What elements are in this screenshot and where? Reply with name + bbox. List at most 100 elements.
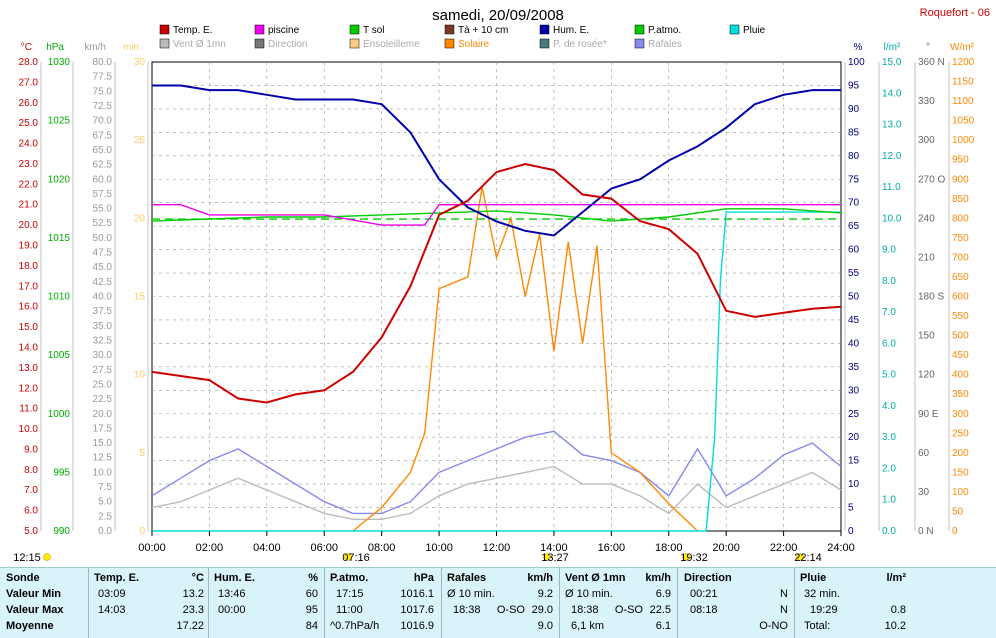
left-axis-tick: 52.5 — [93, 218, 113, 229]
x-tick-label: 06:00 — [310, 542, 338, 554]
sonde-header: Sonde — [6, 572, 40, 584]
right-axis-tick: 1150 — [952, 77, 974, 88]
patmo-max-time: 11:00 — [336, 604, 363, 616]
left-axis-tick: 24.0 — [19, 139, 39, 150]
temp-min-value: 13.2 — [182, 588, 204, 600]
left-axis-tick: 14.0 — [19, 342, 39, 353]
right-axis-tick: 650 — [952, 272, 969, 283]
right-axis-tick: 45 — [848, 315, 860, 326]
right-axis-tick: 950 — [952, 155, 969, 166]
summary-col-vent: Vent Ø 1mn km/h Ø 10 min. 6.9 18:38 O-SO 22.… — [565, 570, 671, 634]
patmo-min-value: 1016.1 — [400, 588, 434, 600]
x-tick-label: 22:00 — [770, 542, 798, 554]
left-axis-tick: 17.5 — [93, 423, 113, 434]
rafales-avg-value: 9.0 — [537, 620, 553, 632]
right-axis-tick: 300 — [918, 135, 935, 146]
summary-col-sonde: Sonde Valeur Min Valeur Max Moyenne — [6, 570, 86, 634]
sonde-max-label: Valeur Max — [6, 604, 64, 616]
legend-swatch — [444, 38, 455, 49]
vent-min-label: Ø 10 min. — [565, 588, 613, 600]
sun-marker-label: 12:15 — [13, 552, 41, 564]
legend-label: Rafales — [648, 39, 682, 50]
left-axis-tick: 80.0 — [93, 57, 113, 68]
temp-max-time: 14:03 — [98, 604, 126, 616]
sun-marker-icon — [43, 553, 51, 561]
left-axis-tick: 30 — [134, 57, 146, 68]
left-axis-tick: 5 — [139, 448, 145, 459]
patmo-avg-value: 1016.9 — [400, 620, 434, 632]
rafales-max-value: 29.0 — [531, 604, 553, 616]
left-axis-tick: 1020 — [48, 174, 71, 185]
right-axis-tick: 90 E — [918, 409, 939, 420]
left-axis-tick: 8.0 — [24, 465, 38, 476]
sun-marker-label: 07:16 — [342, 552, 370, 564]
left-axis-tick: 7.5 — [98, 482, 112, 493]
legend-swatch — [349, 38, 360, 49]
right-axis-tick: 5.0 — [882, 370, 896, 381]
temp-max-value: 23.3 — [182, 604, 204, 616]
hum-min-value: 60 — [305, 588, 318, 600]
legend-label: P.atmo. — [648, 25, 681, 36]
right-axis-unit: % — [854, 42, 863, 53]
right-axis-tick: 700 — [952, 252, 969, 263]
x-tick-label: 14:00 — [540, 542, 568, 554]
left-axis-tick: 16.0 — [19, 302, 39, 313]
hum-max-time: 00:00 — [218, 604, 246, 616]
right-axis-tick: 85 — [848, 127, 860, 138]
hum-header: Hum. E. — [214, 572, 255, 584]
legend-label: piscine — [268, 25, 300, 36]
vent-max-time: 18:38 — [571, 604, 599, 616]
left-axis-tick: 990 — [53, 526, 70, 537]
location-label: Roquefort - 06 — [920, 7, 990, 19]
separator — [324, 568, 325, 638]
vent-max-dir: O-SO — [614, 604, 643, 616]
right-axis-tick: 60 — [848, 245, 860, 256]
left-axis-tick: 22.0 — [19, 179, 39, 190]
x-tick-label: 12:00 — [483, 542, 511, 554]
left-axis-tick: 10 — [134, 370, 146, 381]
right-axis-tick: 120 — [918, 370, 935, 381]
right-axis-tick: 4.0 — [882, 401, 896, 412]
right-axis-tick: 13.0 — [882, 120, 902, 131]
sun-marker-icon — [344, 553, 352, 561]
left-axis-tick: 42.5 — [93, 277, 113, 288]
series-solaire — [352, 186, 698, 532]
rafales-min-value: 9.2 — [537, 588, 553, 600]
right-axis-tick: 800 — [952, 213, 969, 224]
left-axis-tick: 12.5 — [93, 453, 113, 464]
legend-label: Ensoleilleme — [363, 39, 420, 50]
pluie-duration: 32 min. — [804, 588, 841, 600]
right-axis-tick: 75 — [848, 174, 860, 185]
left-axis-tick: 35.0 — [93, 321, 113, 332]
patmo-trend: ^0.7hPa/h — [330, 620, 380, 632]
legend-swatch — [539, 24, 550, 35]
series-temp-e- — [151, 162, 842, 404]
right-axis-tick: 450 — [952, 350, 969, 361]
x-tick-label: 18:00 — [655, 542, 683, 554]
left-axis-tick: 40.0 — [93, 292, 113, 303]
temp-unit: °C — [191, 572, 204, 584]
temp-header: Temp. E. — [94, 572, 140, 584]
left-axis-tick: 26.0 — [19, 98, 39, 109]
patmo-min-time: 17:15 — [336, 588, 364, 600]
direction-header: Direction — [684, 572, 732, 584]
left-axis-tick: 27.5 — [93, 365, 113, 376]
right-axis-tick: 850 — [952, 194, 969, 205]
right-axis-tick: 20 — [848, 432, 860, 443]
pluie-header: Pluie — [800, 572, 827, 584]
right-axis-tick: 55 — [848, 268, 860, 279]
right-axis-tick: 40 — [848, 338, 860, 349]
right-axis-tick: 65 — [848, 221, 860, 232]
right-axis-unit: W/m² — [950, 42, 975, 53]
right-axis-tick: 80 — [848, 151, 860, 162]
sun-marker-label: 22:14 — [794, 552, 822, 564]
summary-col-patmo: P.atmo. hPa 17:15 1016.1 11:00 1017.6 ^0.7h… — [330, 570, 434, 634]
series-vent-1mn — [151, 465, 842, 520]
left-axis-tick: 11.0 — [19, 404, 38, 415]
left-axis-tick: 15.0 — [19, 322, 39, 333]
left-axis-tick: 70.0 — [93, 116, 113, 127]
separator — [559, 568, 560, 638]
left-axis-tick: 60.0 — [93, 174, 113, 185]
right-axis-tick: 50 — [848, 292, 860, 303]
rafales-header: Rafales — [447, 572, 487, 584]
